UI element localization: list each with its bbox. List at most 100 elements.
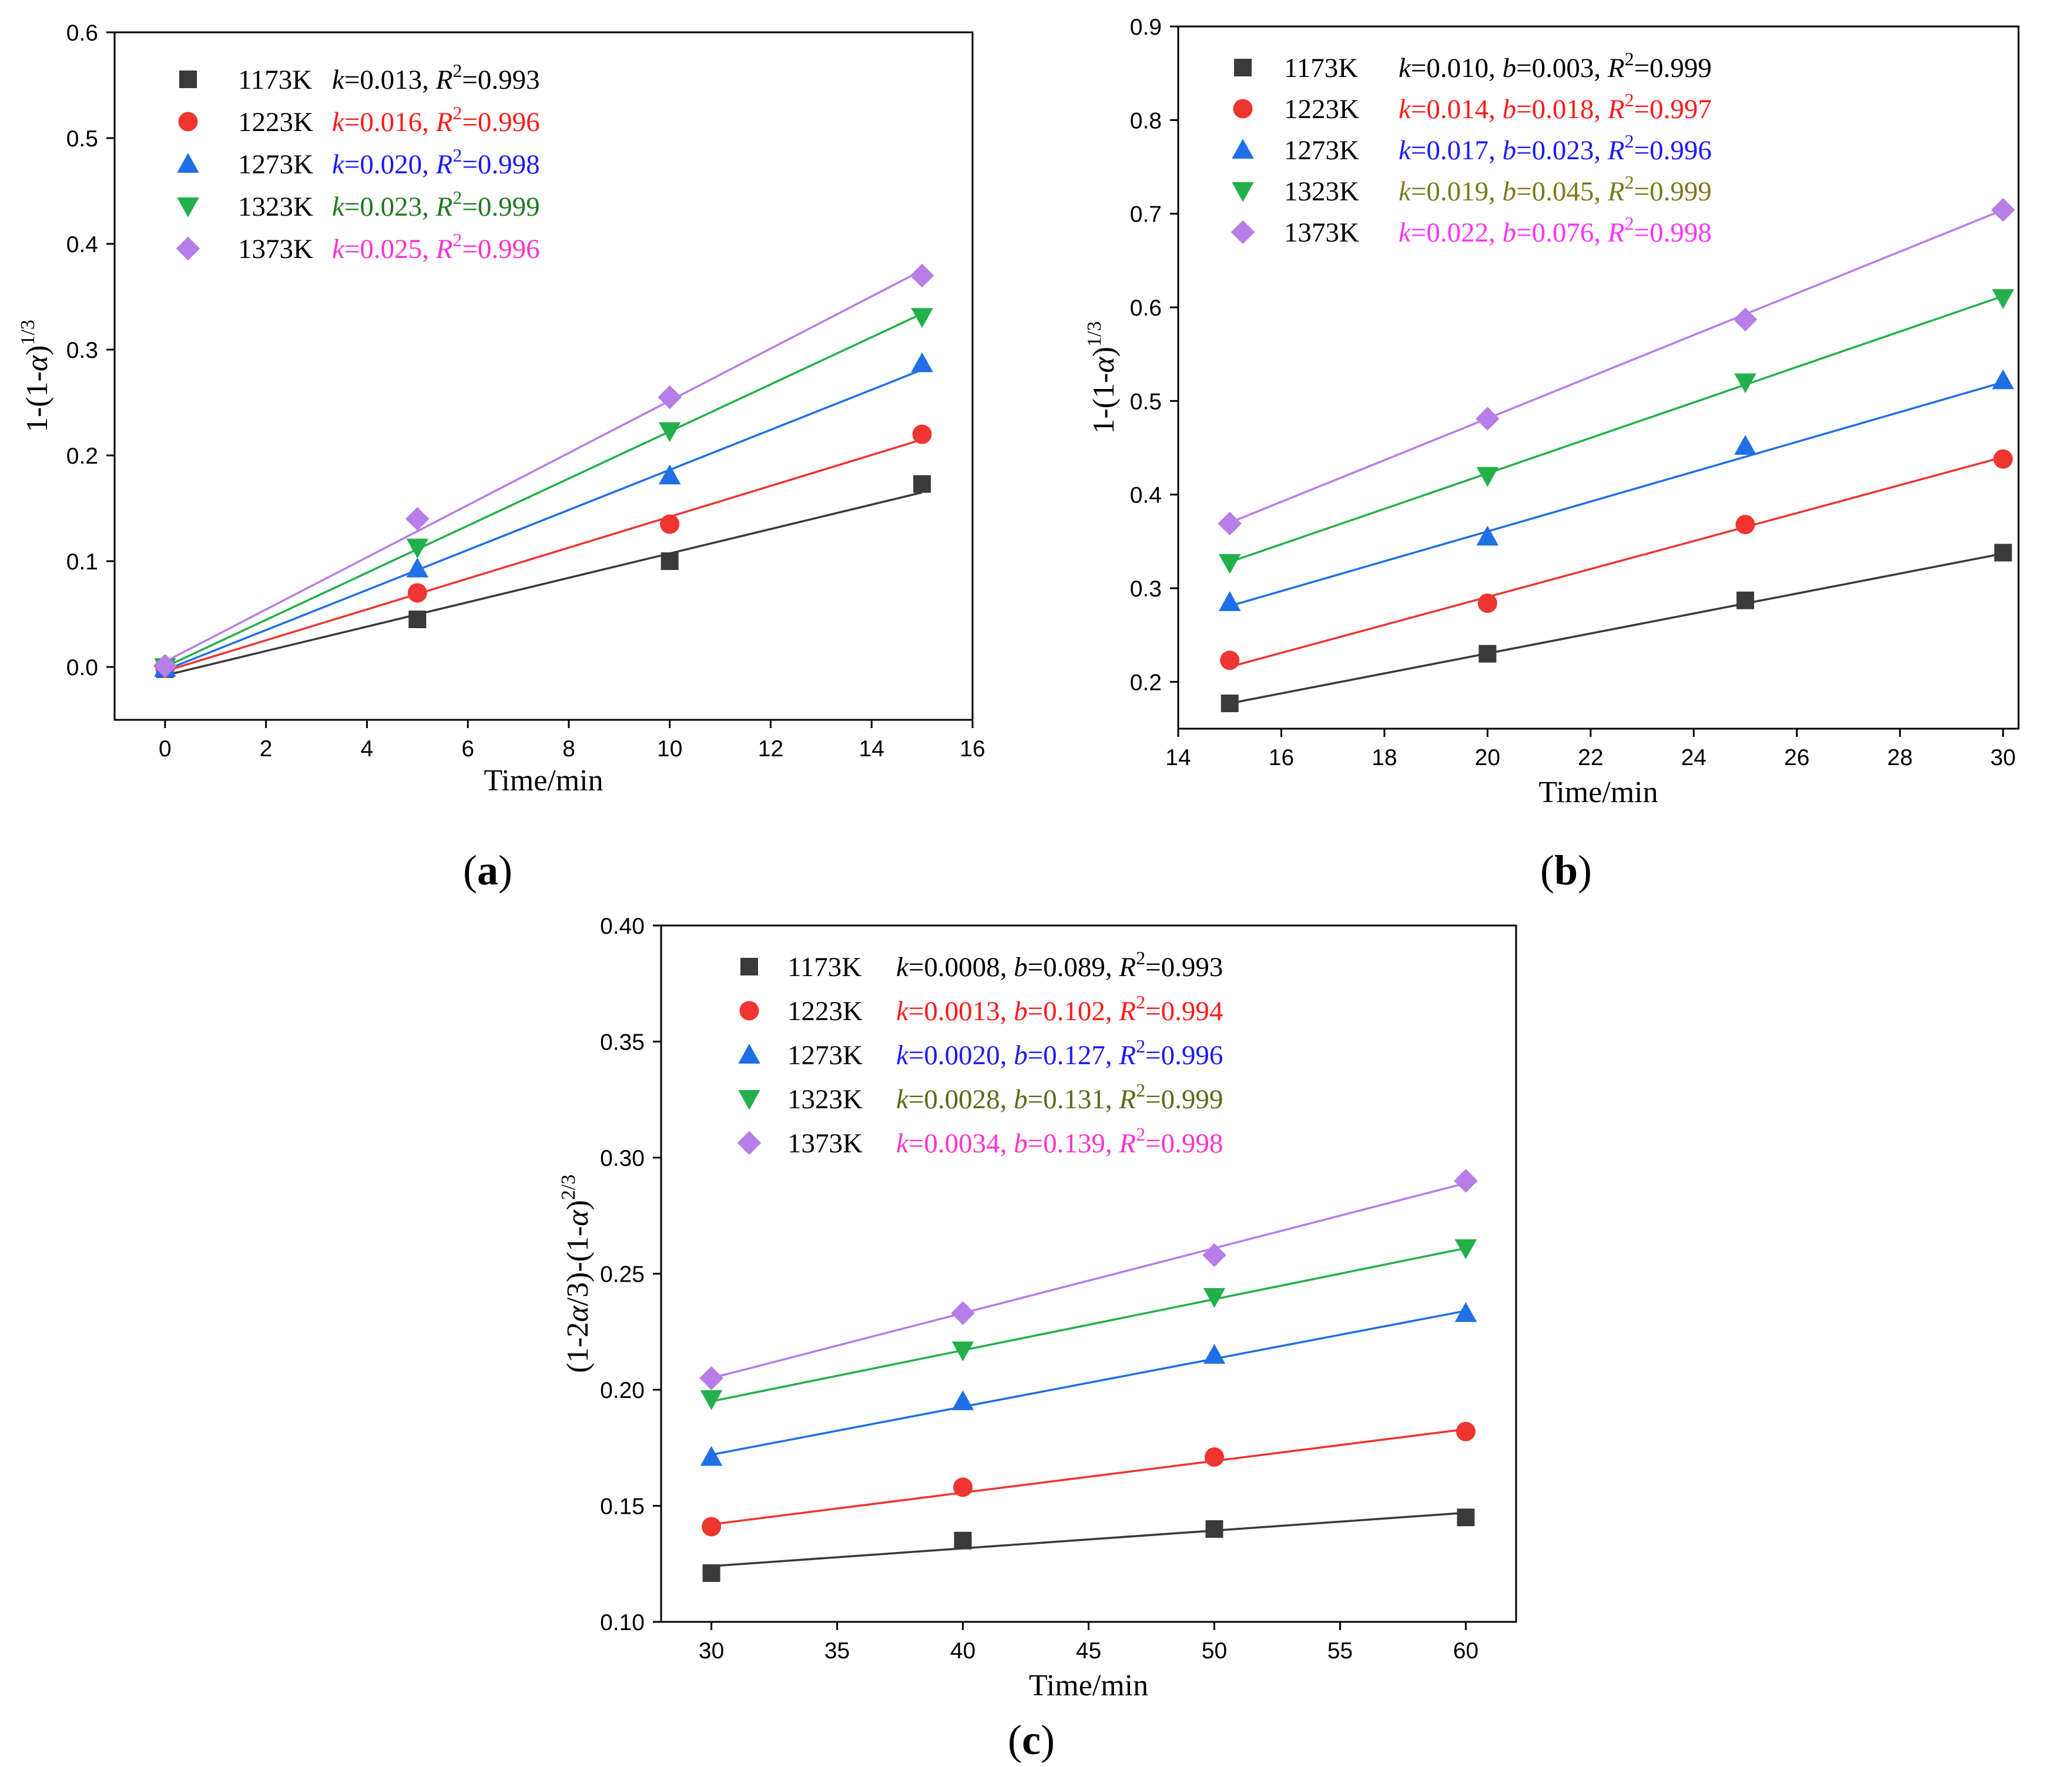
data-point-1273K	[700, 1446, 723, 1466]
data-point-1173K	[1478, 645, 1497, 663]
y-tick-label: 0.2	[1130, 670, 1162, 695]
legend-label: 1223K	[1284, 94, 1359, 125]
fit-annotation: k=0.0020, b=0.127, R2=0.996	[896, 1035, 1223, 1071]
series-1373K	[699, 1169, 1478, 1390]
data-point-1273K	[1454, 1302, 1477, 1322]
legend-entry-1373K: 1373K k=0.0034, b=0.139, R2=0.998	[737, 1124, 1223, 1159]
data-point-1223K	[660, 514, 680, 534]
y-tick-label: 0.40	[600, 914, 645, 939]
data-point-1373K	[153, 653, 177, 678]
y-tick-label: 0.8	[1130, 108, 1162, 133]
fit-annotation: k=0.019, b=0.045, R2=0.999	[1399, 172, 1712, 207]
y-axis-label: (1-2α/3)-(1-α)2/3	[558, 1175, 595, 1373]
legend-entry-1173K: 1173K k=0.0008, b=0.089, R2=0.993	[740, 947, 1223, 983]
legend-label: 1323K	[1284, 176, 1359, 207]
series-1273K	[1218, 369, 2014, 611]
x-axis-label: Time/min	[1029, 1669, 1148, 1702]
x-tick-label: 30	[1990, 745, 2016, 770]
series-1373K	[153, 263, 934, 678]
fit-annotation: k=0.020, R2=0.998	[332, 145, 540, 180]
y-tick-label: 0.9	[1130, 15, 1162, 40]
legend-entry-1173K: 1173K k=0.013, R2=0.993	[179, 60, 540, 95]
data-point-1323K	[1218, 554, 1241, 574]
data-point-1273K	[1734, 435, 1756, 455]
legend-marker	[1232, 139, 1254, 159]
data-point-1373K	[1218, 511, 1242, 536]
data-point-1323K	[406, 538, 429, 559]
legend-entry-1323K: 1323K k=0.0028, b=0.131, R2=0.999	[738, 1079, 1223, 1115]
data-point-1323K	[700, 1390, 723, 1410]
series-1223K	[1220, 449, 2013, 670]
fit-annotation: k=0.014, b=0.018, R2=0.997	[1399, 89, 1712, 125]
legend-label: 1273K	[1284, 135, 1359, 166]
plot-frame-a	[113, 31, 974, 721]
data-point-1173K	[408, 611, 427, 628]
data-point-1173K	[954, 1531, 972, 1550]
y-tick-label: 0.25	[600, 1262, 645, 1287]
legend-marker	[1233, 99, 1253, 119]
legend-marker	[179, 71, 197, 88]
legend-marker	[740, 958, 758, 975]
legend-marker	[178, 112, 198, 132]
fit-line-1273K	[711, 1309, 1466, 1456]
data-point-1323K	[658, 422, 681, 442]
fit-annotation: k=0.022, b=0.076, R2=0.998	[1399, 213, 1712, 248]
legend-marker	[177, 153, 199, 173]
data-point-1273K	[911, 352, 933, 373]
y-axis-label: 1-(1-α)1/3	[1084, 321, 1121, 434]
y-tick-label: 0.35	[600, 1030, 645, 1055]
y-tick-label: 0.6	[66, 21, 98, 46]
data-point-1323K	[1476, 467, 1499, 487]
fit-line-1323K	[1229, 295, 2004, 564]
series-1223K	[702, 1421, 1476, 1537]
y-tick-label: 0.3	[66, 338, 98, 363]
y-tick-label: 0.2	[66, 444, 98, 469]
data-point-1373K	[951, 1301, 975, 1325]
x-tick-label: 35	[824, 1638, 850, 1664]
data-point-1273K	[1203, 1344, 1226, 1364]
data-point-1323K	[1454, 1239, 1477, 1259]
fit-line-1373K	[1229, 209, 2004, 524]
fit-annotation: k=0.0013, b=0.102, R2=0.994	[896, 991, 1223, 1027]
legend-entry-1223K: 1223K k=0.016, R2=0.996	[178, 102, 540, 138]
x-tick-label: 16	[1269, 745, 1294, 770]
x-tick-label: 30	[699, 1638, 724, 1664]
y-tick-label: 0.20	[600, 1378, 645, 1403]
data-point-1173K	[1736, 591, 1755, 609]
series-1373K	[1218, 198, 2015, 536]
y-tick-label: 0.0	[66, 655, 98, 680]
data-point-1323K	[1991, 289, 2014, 309]
x-tick-label: 45	[1076, 1638, 1101, 1664]
data-point-1173K	[702, 1564, 720, 1582]
fit-annotation: k=0.023, R2=0.999	[332, 187, 540, 222]
x-tick-label: 55	[1327, 1638, 1353, 1664]
x-tick-label: 20	[1475, 745, 1500, 770]
series-1223K	[155, 424, 932, 678]
data-point-1273K	[658, 464, 681, 485]
legend-label: 1273K	[238, 149, 313, 180]
data-point-1373K	[1733, 307, 1758, 331]
legend-marker	[1234, 59, 1252, 76]
x-tick-label: 6	[461, 736, 474, 762]
legend-marker	[1232, 182, 1254, 202]
legend-marker	[738, 1090, 760, 1110]
legend-entry-1273K: 1273K k=0.020, R2=0.998	[177, 145, 540, 180]
data-point-1223K	[953, 1477, 973, 1497]
y-tick-label: 0.30	[600, 1146, 645, 1171]
data-point-1223K	[1204, 1447, 1224, 1467]
legend-entry-1273K: 1273K k=0.017, b=0.023, R2=0.996	[1232, 130, 1712, 166]
data-point-1273K	[1991, 369, 2014, 390]
fit-line-1373K	[165, 269, 923, 663]
x-tick-label: 14	[859, 736, 884, 762]
legend-label: 1173K	[238, 65, 312, 95]
legend-entry-1323K: 1323K k=0.023, R2=0.999	[177, 187, 540, 222]
x-tick-label: 24	[1681, 745, 1706, 770]
legend-entry-1373K: 1373K k=0.022, b=0.076, R2=0.998	[1231, 213, 1712, 248]
legend-label: 1323K	[238, 192, 313, 222]
fit-line-1223K	[165, 438, 923, 672]
data-point-1373K	[699, 1366, 723, 1390]
fit-annotation: k=0.017, b=0.023, R2=0.996	[1399, 130, 1712, 166]
data-point-1373K	[1476, 407, 1500, 431]
x-tick-label: 28	[1887, 745, 1913, 770]
